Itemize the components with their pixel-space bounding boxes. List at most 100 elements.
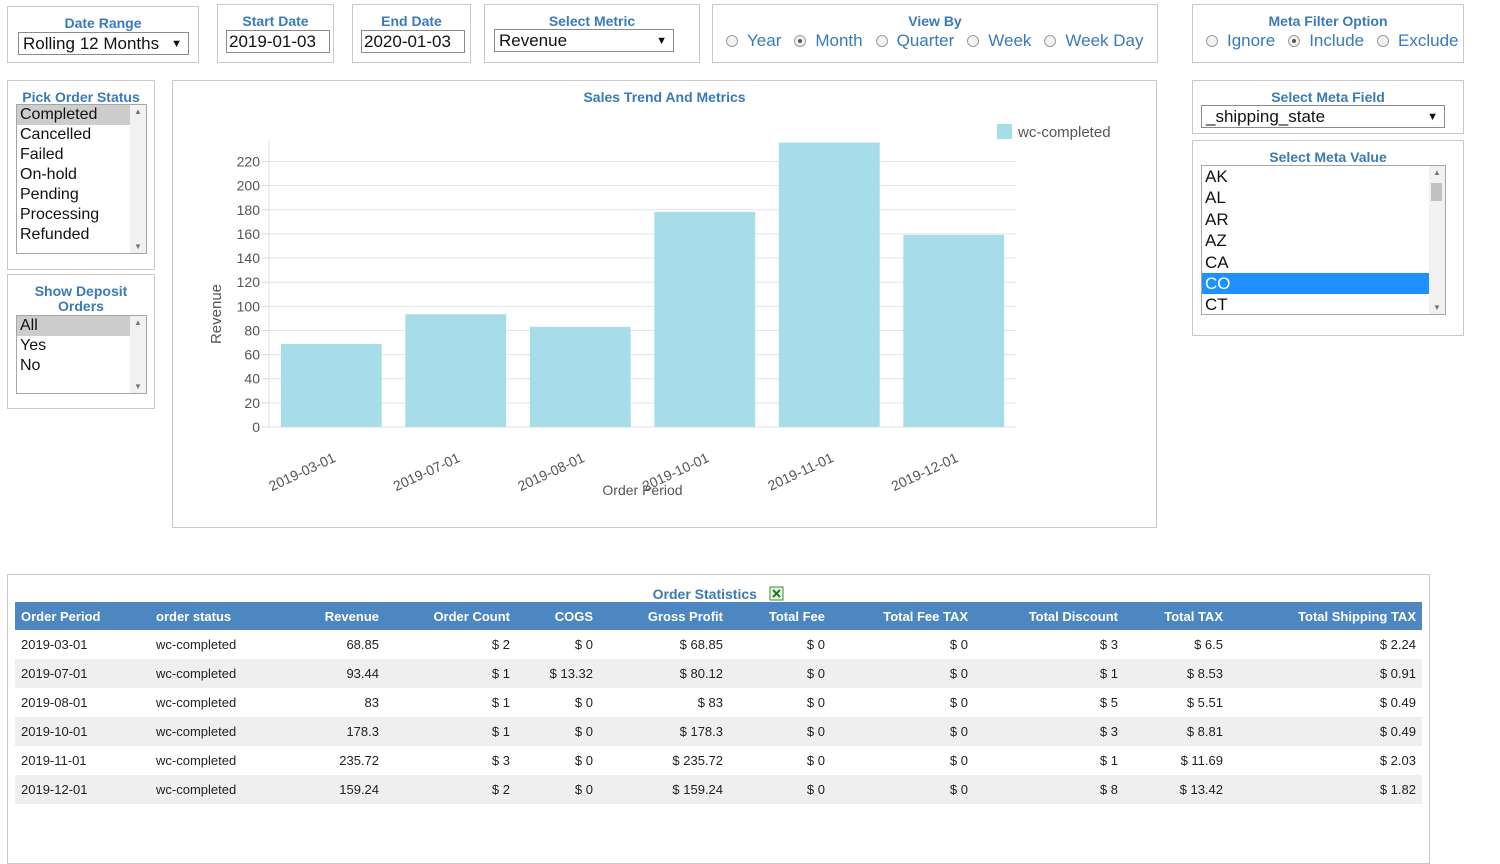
radio-label: Week Day	[1065, 31, 1144, 50]
chevron-down-icon: ▼	[1427, 111, 1438, 123]
view-by-option[interactable]: Month	[794, 31, 863, 51]
table-cell: $ 8	[974, 775, 1124, 804]
list-item[interactable]: AZ	[1205, 231, 1227, 251]
start-date-label: Start Date	[242, 13, 309, 29]
chart-bar	[405, 314, 507, 427]
column-header[interactable]: Total Fee	[729, 602, 831, 630]
list-item[interactable]: All	[17, 316, 146, 336]
excel-export-icon[interactable]	[769, 586, 784, 601]
radio-include[interactable]	[1288, 35, 1301, 47]
list-item[interactable]: Pending	[20, 186, 79, 203]
table-cell: 93.44	[270, 659, 385, 688]
meta-filter-option[interactable]: Ignore	[1206, 31, 1275, 51]
end-date-panel: End Date 2020-01-03	[352, 4, 471, 63]
scroll-down-icon[interactable]: ▼	[1433, 303, 1441, 312]
list-item[interactable]: Completed	[17, 105, 146, 125]
table-cell: wc-completed	[150, 717, 270, 746]
list-item[interactable]: CO	[1202, 273, 1445, 295]
scrollbar[interactable]: ▲ ▼	[130, 316, 146, 393]
deposit-orders-label: Show Deposit	[34, 283, 128, 299]
chart-bar	[778, 142, 880, 427]
list-item[interactable]: No	[20, 357, 41, 374]
y-tick-label: 180	[237, 202, 261, 218]
column-header[interactable]: Total Fee TAX	[831, 602, 974, 630]
radio-week-day[interactable]	[1044, 35, 1057, 47]
radio-exclude[interactable]	[1377, 35, 1390, 47]
meta-field-select[interactable]: _shipping_state ▼	[1201, 105, 1445, 128]
radio-week[interactable]	[967, 35, 980, 47]
scroll-down-icon[interactable]: ▼	[134, 242, 142, 251]
y-tick-label: 200	[237, 178, 261, 194]
meta-filter-option[interactable]: Exclude	[1377, 31, 1459, 51]
list-item[interactable]: Failed	[20, 146, 64, 163]
order-status-listbox[interactable]: Completed Cancelled Failed On-hold Pendi…	[16, 104, 147, 254]
scrollbar[interactable]: ▲ ▼	[130, 105, 146, 253]
column-header[interactable]: Order Period	[15, 602, 150, 630]
list-item[interactable]: On-hold	[20, 166, 77, 183]
column-header[interactable]: Revenue	[270, 602, 385, 630]
order-statistics-header: Order Statistics	[8, 586, 1429, 604]
table-cell: $ 178.3	[599, 717, 729, 746]
meta-value-listbox[interactable]: AK AL AR AZ CA CO CT ▲ ▼	[1201, 165, 1446, 315]
table-cell: $ 0	[806, 753, 825, 768]
column-header[interactable]: Total TAX	[1124, 602, 1229, 630]
deposit-orders-listbox[interactable]: All Yes No ▲ ▼	[16, 315, 147, 394]
list-item[interactable]: Cancelled	[20, 126, 92, 143]
scroll-up-icon[interactable]: ▲	[134, 107, 142, 116]
scroll-up-icon[interactable]: ▲	[134, 318, 142, 327]
radio-label: Week	[988, 31, 1032, 50]
view-by-option[interactable]: Year	[726, 31, 781, 51]
date-range-label: Date Range	[64, 15, 142, 31]
list-item[interactable]: Yes	[20, 337, 47, 354]
radio-year[interactable]	[726, 35, 738, 47]
legend-label: wc-completed	[1017, 124, 1111, 141]
radio-ignore[interactable]	[1206, 35, 1218, 47]
radio-month[interactable]	[794, 35, 807, 47]
view-by-option[interactable]: Quarter	[875, 31, 954, 51]
list-item[interactable]: Processing	[20, 206, 100, 223]
table-cell: $ 83	[697, 695, 723, 710]
list-item[interactable]: Refunded	[20, 226, 90, 243]
table-cell: 2019-07-01	[15, 659, 150, 688]
y-tick-label: 120	[237, 274, 261, 290]
column-header[interactable]: Total Shipping TAX	[1229, 602, 1422, 630]
radio-quarter[interactable]	[875, 35, 888, 47]
column-header[interactable]: order status	[150, 602, 270, 630]
scroll-up-icon[interactable]: ▲	[1433, 168, 1441, 177]
view-by-radio-group: Year Month Quarter Week Week Day	[726, 31, 1157, 51]
table-cell: $ 1	[974, 659, 1124, 688]
table-cell: wc-completed	[156, 695, 237, 710]
metric-select[interactable]: Revenue ▼	[494, 29, 674, 52]
list-item[interactable]: AL	[1205, 188, 1226, 208]
view-by-option[interactable]: Week	[967, 31, 1031, 51]
table-cell: 83	[364, 695, 379, 710]
order-status-label: Pick Order Status	[22, 89, 140, 105]
radio-label: Month	[815, 31, 863, 50]
list-item[interactable]: AK	[1205, 167, 1228, 186]
table-cell: 2019-11-01	[21, 753, 87, 768]
scroll-down-icon[interactable]: ▼	[134, 382, 142, 391]
list-item[interactable]: AR	[1205, 209, 1229, 229]
scrollbar-thumb[interactable]	[1431, 183, 1442, 201]
column-header[interactable]: Gross Profit	[599, 602, 729, 630]
list-item[interactable]: CA	[1205, 252, 1229, 272]
table-cell: $ 13.42	[1124, 775, 1229, 804]
table-cell: $ 0	[729, 775, 831, 804]
view-by-option[interactable]: Week Day	[1044, 31, 1144, 51]
column-header[interactable]: Order Count	[385, 602, 516, 630]
column-header[interactable]: Total Discount	[974, 602, 1124, 630]
legend-swatch	[997, 124, 1012, 139]
list-item[interactable]: CT	[1205, 295, 1228, 315]
table-header-row: Order Period order status Revenue Order …	[15, 602, 1422, 630]
scrollbar[interactable]: ▲ ▼	[1429, 166, 1445, 314]
table-cell: $ 1	[385, 717, 516, 746]
table-cell: $ 3	[1099, 637, 1118, 652]
end-date-input[interactable]: 2020-01-03	[361, 30, 465, 53]
table-cell: $ 0	[574, 637, 593, 652]
column-header[interactable]: COGS	[516, 602, 599, 630]
meta-filter-option[interactable]: Include	[1288, 31, 1364, 51]
date-range-select[interactable]: Rolling 12 Months ▼	[18, 32, 189, 55]
y-tick-label: 0	[252, 419, 260, 435]
start-date-input[interactable]: 2019-01-03	[226, 30, 330, 53]
table-row: 2019-07-01 wc-completed 93.44 $ 1 $ 13.32 $ 8…	[15, 659, 1422, 688]
